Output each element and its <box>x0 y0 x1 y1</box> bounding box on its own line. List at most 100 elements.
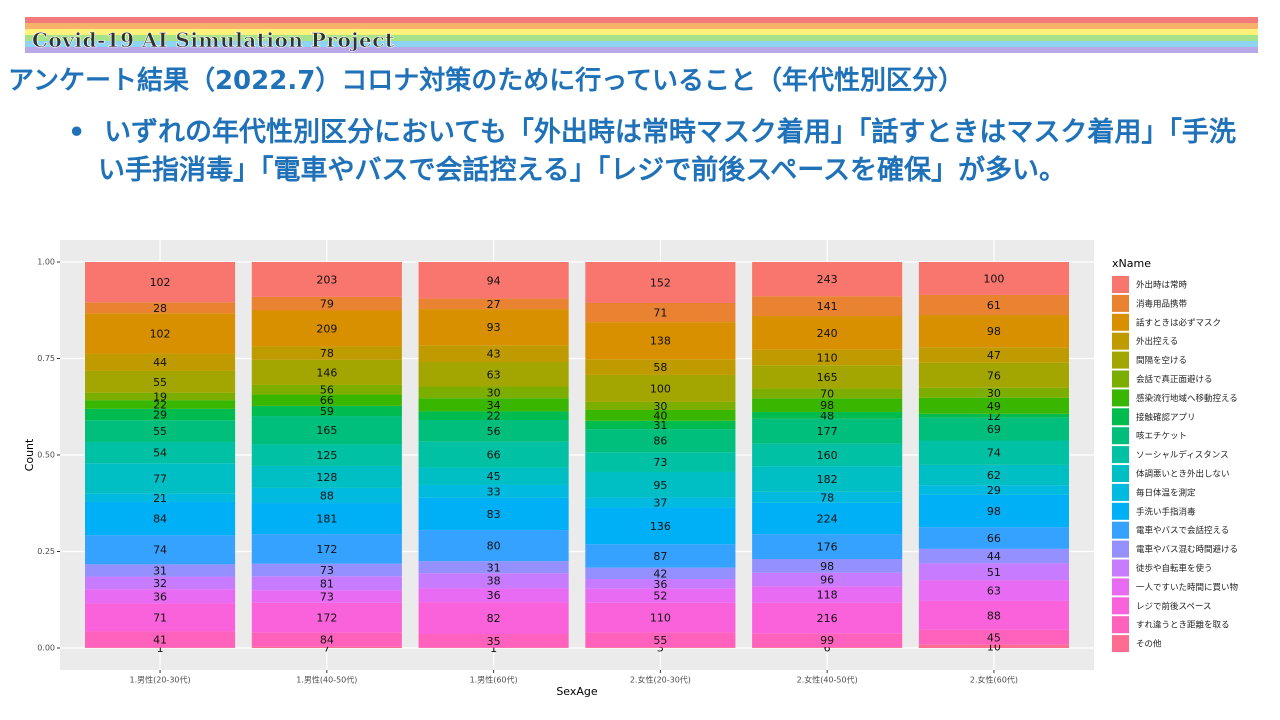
value-label: 6 <box>824 642 831 655</box>
value-label: 63 <box>987 585 1001 598</box>
legend-label: 毎日体温を測定 <box>1136 487 1196 498</box>
value-label: 66 <box>487 449 501 462</box>
bar-segment <box>918 397 1069 414</box>
value-label: 86 <box>653 435 667 448</box>
legend-label: すれ違うとき距離を取る <box>1136 620 1230 631</box>
value-label: 93 <box>487 321 501 334</box>
value-label: 82 <box>487 612 501 625</box>
value-label: 21 <box>153 492 167 505</box>
value-label: 55 <box>653 634 667 647</box>
legend-label: 会話で真正面避ける <box>1136 374 1213 385</box>
value-label: 71 <box>653 307 667 320</box>
legend-label: ソーシャルディスタンス <box>1136 450 1229 461</box>
bar-segment <box>752 558 903 573</box>
value-label: 3 <box>657 642 664 655</box>
bar-segment <box>752 647 903 648</box>
bar-segment <box>85 420 236 442</box>
legend-key <box>1112 389 1129 407</box>
value-label: 172 <box>316 543 337 556</box>
bar-segment <box>85 589 236 604</box>
bar-segment <box>85 313 236 354</box>
bar-segment <box>418 362 569 387</box>
stripe <box>25 47 1258 53</box>
y-axis-label: Count <box>23 438 36 471</box>
bar-segment <box>418 386 569 399</box>
value-label: 70 <box>820 387 834 400</box>
bar-segment <box>251 394 402 406</box>
bar-segment <box>85 441 236 464</box>
bar-segment <box>752 633 903 648</box>
value-label: 209 <box>316 322 337 335</box>
bar-segment <box>418 298 569 310</box>
bar-segment <box>85 493 236 502</box>
value-label: 29 <box>987 484 1001 497</box>
value-label: 177 <box>817 425 838 438</box>
bar-segment <box>752 502 903 535</box>
bar-segment <box>585 322 736 360</box>
value-label: 83 <box>487 508 501 521</box>
bar-segment <box>418 467 569 485</box>
value-label: 62 <box>987 469 1001 482</box>
bar-segment <box>85 262 236 303</box>
value-label: 84 <box>320 634 334 647</box>
legend-key <box>1112 465 1129 482</box>
bar-segment <box>251 503 402 535</box>
legend-label: 消毒用品携帯 <box>1136 298 1188 309</box>
legend-key <box>1112 370 1129 388</box>
value-label: 88 <box>320 489 334 502</box>
legend-key <box>1112 616 1129 634</box>
bar-segment <box>752 365 903 389</box>
legend-key <box>1112 276 1129 293</box>
bar-segment <box>418 573 569 589</box>
bar-segment <box>418 419 569 442</box>
legend-key <box>1112 635 1129 653</box>
bar-segment <box>418 441 569 468</box>
bar-segment <box>918 548 1069 564</box>
value-label: 31 <box>653 419 667 432</box>
bar-segment <box>918 315 1069 348</box>
x-tick-label: 2.女性(60代) <box>970 675 1018 685</box>
bar-segment <box>418 633 569 648</box>
value-label: 160 <box>817 449 838 462</box>
value-label: 30 <box>487 386 501 399</box>
value-label: 1 <box>157 642 164 655</box>
bar-segment <box>85 302 236 314</box>
x-tick-label: 1.男性(60代) <box>470 675 518 685</box>
bar-segment <box>418 561 569 574</box>
value-label: 165 <box>817 371 838 384</box>
value-label: 87 <box>653 550 667 563</box>
value-label: 27 <box>487 298 501 311</box>
value-label: 31 <box>487 561 501 574</box>
bar-segment <box>752 586 903 603</box>
value-label: 36 <box>653 578 667 591</box>
stripe <box>25 29 1258 35</box>
value-label: 28 <box>153 302 167 315</box>
bar-segment <box>585 429 736 453</box>
value-label: 146 <box>316 366 337 379</box>
value-label: 74 <box>153 544 167 557</box>
value-label: 1 <box>490 642 497 655</box>
bar-segment <box>418 602 569 634</box>
bar-segment <box>752 349 903 366</box>
value-label: 40 <box>653 409 667 422</box>
value-label: 98 <box>820 560 834 573</box>
value-label: 59 <box>320 405 334 418</box>
bar-segment <box>251 534 402 564</box>
bar-segment <box>918 563 1069 581</box>
value-label: 102 <box>150 276 171 289</box>
bar-segment <box>918 600 1069 630</box>
value-label: 69 <box>987 423 1001 436</box>
value-label: 54 <box>153 447 167 460</box>
legend-label: 電車やバス混む時間避ける <box>1136 544 1238 555</box>
legend-key <box>1112 351 1129 369</box>
value-label: 216 <box>817 612 838 625</box>
bar-segment <box>85 535 236 565</box>
value-label: 55 <box>153 425 167 438</box>
x-tick-label: 2.女性(40-50代) <box>797 675 858 685</box>
bar-segment <box>585 359 736 375</box>
value-label: 34 <box>487 399 501 412</box>
value-label: 79 <box>320 298 334 311</box>
value-label: 110 <box>817 351 838 364</box>
bar-segment <box>85 501 236 536</box>
legend-label: 徒歩や自転車を使う <box>1136 563 1213 574</box>
